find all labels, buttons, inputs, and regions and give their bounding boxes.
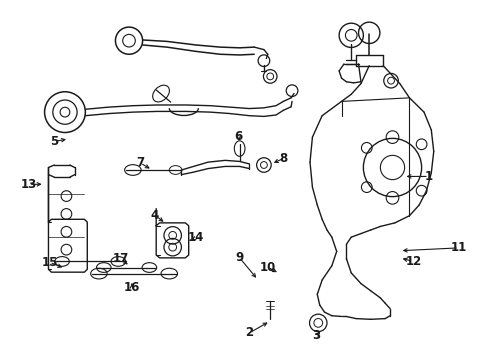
- Text: 17: 17: [112, 252, 129, 265]
- Text: 15: 15: [41, 256, 58, 269]
- Text: 3: 3: [312, 329, 320, 342]
- Text: 4: 4: [150, 208, 159, 221]
- Text: 9: 9: [235, 251, 244, 264]
- Text: 6: 6: [234, 130, 243, 143]
- Text: 10: 10: [259, 261, 275, 274]
- Text: 5: 5: [50, 135, 58, 148]
- Text: 16: 16: [123, 281, 140, 294]
- Text: 14: 14: [187, 231, 204, 244]
- Text: 2: 2: [245, 327, 253, 339]
- Text: 12: 12: [405, 255, 421, 268]
- Text: 1: 1: [424, 170, 432, 183]
- Text: 11: 11: [450, 241, 466, 255]
- Text: 8: 8: [279, 152, 287, 165]
- Text: 13: 13: [20, 178, 37, 191]
- Text: 7: 7: [136, 156, 144, 169]
